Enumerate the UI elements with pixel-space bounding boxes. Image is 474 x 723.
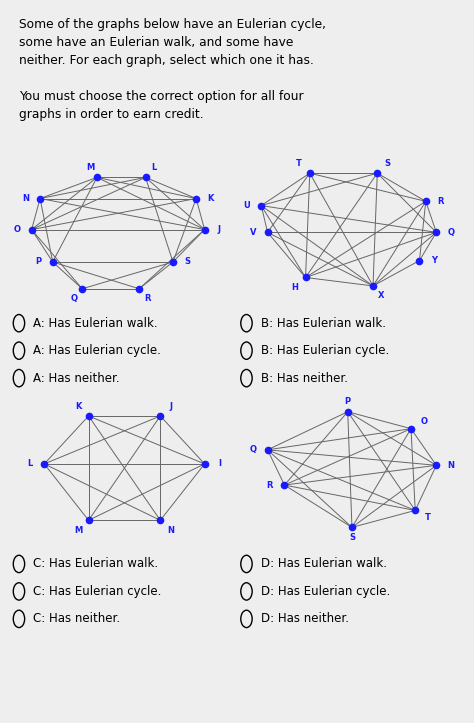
Text: B: Has Eulerian cycle.: B: Has Eulerian cycle. [261,344,389,357]
Text: You must choose the correct option for all four
graphs in order to earn credit.: You must choose the correct option for a… [19,90,303,121]
Text: M: M [74,526,82,535]
Text: X: X [378,291,385,300]
Text: C: Has neither.: C: Has neither. [33,612,120,625]
Text: B: Has neither.: B: Has neither. [261,372,348,385]
Text: T: T [296,159,302,168]
Text: M: M [87,163,95,172]
Text: Some of the graphs below have an Eulerian cycle,
some have an Eulerian walk, and: Some of the graphs below have an Euleria… [19,18,326,67]
Text: O: O [13,225,20,234]
Text: J: J [169,401,173,411]
Text: V: V [249,228,256,237]
Text: J: J [218,225,221,234]
Text: C: Has Eulerian cycle.: C: Has Eulerian cycle. [33,585,162,598]
Text: O: O [420,417,427,426]
Text: U: U [243,201,250,210]
Text: H: H [292,283,299,292]
Text: A: Has Eulerian walk.: A: Has Eulerian walk. [33,317,158,330]
Text: B: Has Eulerian walk.: B: Has Eulerian walk. [261,317,386,330]
Text: R: R [145,294,151,303]
Text: D: Has Eulerian walk.: D: Has Eulerian walk. [261,557,387,570]
Text: N: N [22,194,29,203]
Text: A: Has neither.: A: Has neither. [33,372,120,385]
Text: S: S [185,257,191,267]
Text: Q: Q [447,228,455,237]
Text: P: P [35,257,41,267]
Text: T: T [425,513,431,522]
Text: S: S [385,159,391,168]
Text: I: I [218,459,221,469]
Text: L: L [151,163,156,172]
Text: Y: Y [431,256,437,265]
Text: C: Has Eulerian walk.: C: Has Eulerian walk. [33,557,158,570]
Text: A: Has Eulerian cycle.: A: Has Eulerian cycle. [33,344,161,357]
Text: S: S [349,533,355,542]
Text: N: N [447,461,455,470]
Text: Q: Q [249,445,256,454]
Text: P: P [345,398,351,406]
Text: D: Has Eulerian cycle.: D: Has Eulerian cycle. [261,585,390,598]
Text: K: K [208,194,214,203]
Text: L: L [27,459,32,469]
Text: R: R [266,481,273,489]
Text: Q: Q [70,294,77,303]
Text: D: Has neither.: D: Has neither. [261,612,349,625]
Text: K: K [75,401,81,411]
Text: N: N [167,526,174,535]
Text: R: R [438,197,444,206]
